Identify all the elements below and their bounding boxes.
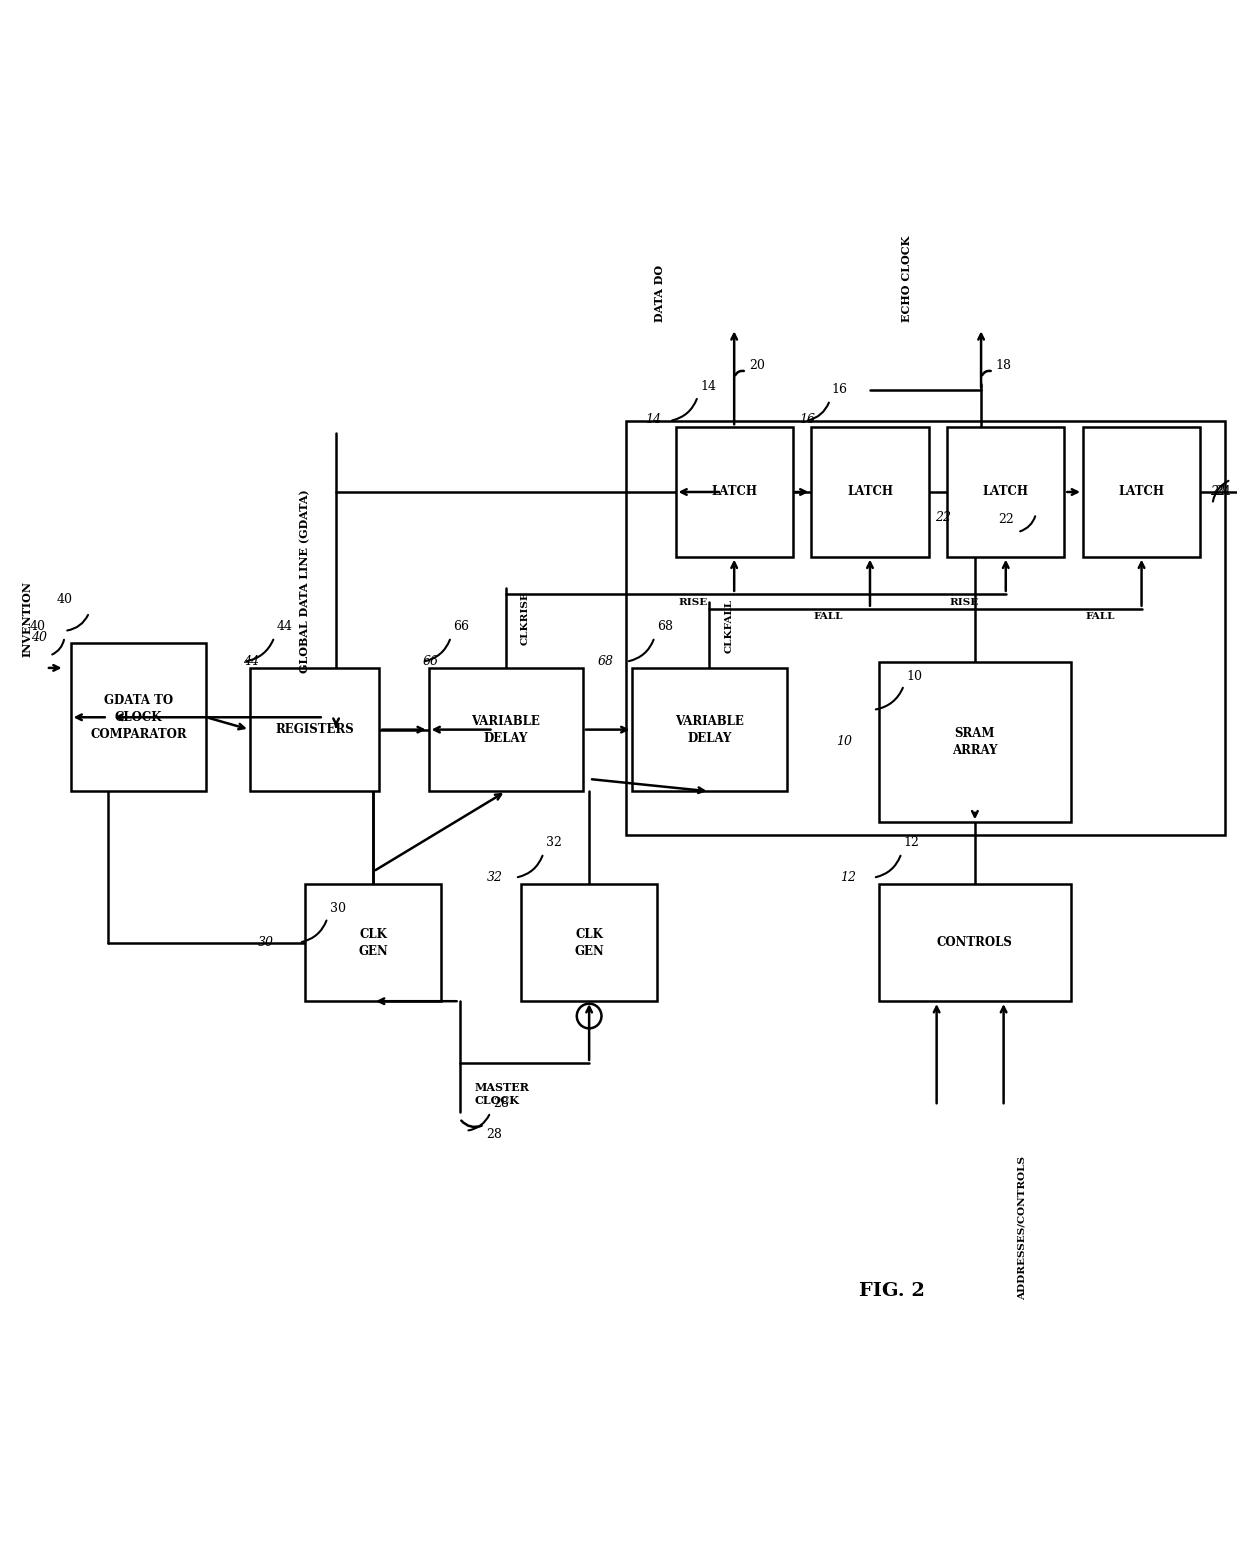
Text: DATA DO: DATA DO bbox=[653, 265, 665, 323]
Text: SRAM
ARRAY: SRAM ARRAY bbox=[952, 728, 998, 757]
Text: 22: 22 bbox=[935, 511, 951, 525]
Text: MASTER
CLOCK: MASTER CLOCK bbox=[475, 1083, 529, 1106]
Text: 16: 16 bbox=[799, 413, 815, 427]
Text: FALL: FALL bbox=[813, 612, 843, 622]
Text: CLK
GEN: CLK GEN bbox=[574, 927, 604, 958]
Text: LATCH: LATCH bbox=[847, 486, 893, 499]
Text: ECHO CLOCK: ECHO CLOCK bbox=[900, 235, 911, 323]
Text: CLKRISE: CLKRISE bbox=[521, 592, 529, 645]
Bar bbox=[676, 427, 792, 556]
Text: 22: 22 bbox=[998, 513, 1013, 527]
Text: 68: 68 bbox=[657, 620, 673, 634]
Text: CONTROLS: CONTROLS bbox=[937, 936, 1013, 949]
Bar bbox=[71, 643, 207, 791]
Text: 30: 30 bbox=[330, 902, 346, 916]
Text: REGISTERS: REGISTERS bbox=[275, 723, 353, 735]
Text: LATCH: LATCH bbox=[712, 486, 758, 499]
Bar bbox=[879, 662, 1070, 823]
Text: 32: 32 bbox=[486, 871, 502, 885]
Text: 68: 68 bbox=[598, 656, 614, 668]
Text: GDATA TO
CLOCK
COMPARATOR: GDATA TO CLOCK COMPARATOR bbox=[91, 693, 187, 740]
Text: 16: 16 bbox=[831, 383, 847, 396]
Bar bbox=[947, 427, 1064, 556]
Text: 40: 40 bbox=[30, 620, 46, 634]
Text: RISE: RISE bbox=[950, 598, 978, 606]
Text: 30: 30 bbox=[258, 936, 274, 949]
Text: FALL: FALL bbox=[1085, 612, 1115, 622]
Text: RISE: RISE bbox=[678, 598, 707, 606]
Text: LATCH: LATCH bbox=[1118, 486, 1164, 499]
Text: 44: 44 bbox=[243, 656, 259, 668]
Text: 18: 18 bbox=[996, 358, 1012, 372]
Text: FIG. 2: FIG. 2 bbox=[858, 1282, 925, 1301]
Bar bbox=[1083, 427, 1200, 556]
Text: 24: 24 bbox=[1210, 486, 1226, 499]
Bar bbox=[521, 883, 657, 1002]
Text: GLOBAL DATA LINE (GDATA): GLOBAL DATA LINE (GDATA) bbox=[300, 489, 311, 673]
Text: 12: 12 bbox=[839, 871, 856, 885]
Text: 44: 44 bbox=[277, 620, 293, 634]
Text: ADDRESSES/CONTROLS: ADDRESSES/CONTROLS bbox=[1018, 1156, 1027, 1299]
Text: INVENTION: INVENTION bbox=[22, 581, 33, 656]
Bar bbox=[626, 421, 1225, 835]
Text: VARIABLE
DELAY: VARIABLE DELAY bbox=[675, 715, 744, 745]
Text: CLKFALL: CLKFALL bbox=[724, 598, 733, 653]
Bar bbox=[305, 883, 441, 1002]
Bar bbox=[632, 668, 786, 791]
Text: 40: 40 bbox=[57, 594, 72, 606]
Text: 10: 10 bbox=[906, 670, 923, 682]
Text: 14: 14 bbox=[645, 413, 661, 427]
Text: LATCH: LATCH bbox=[983, 486, 1029, 499]
Text: VARIABLE
DELAY: VARIABLE DELAY bbox=[471, 715, 541, 745]
Text: 66: 66 bbox=[454, 620, 470, 634]
Bar bbox=[429, 668, 583, 791]
Text: 20: 20 bbox=[749, 358, 765, 372]
Text: 10: 10 bbox=[836, 735, 852, 748]
Text: 14: 14 bbox=[701, 380, 717, 393]
Text: 28: 28 bbox=[492, 1097, 508, 1109]
Bar bbox=[249, 668, 379, 791]
Text: 66: 66 bbox=[423, 656, 439, 668]
Text: 12: 12 bbox=[904, 837, 920, 849]
Text: 28: 28 bbox=[486, 1128, 502, 1140]
Bar bbox=[879, 883, 1070, 1002]
Text: 40: 40 bbox=[31, 631, 47, 643]
Bar bbox=[811, 427, 929, 556]
Text: 24: 24 bbox=[1215, 486, 1231, 499]
Text: 32: 32 bbox=[546, 837, 562, 849]
Text: CLK
GEN: CLK GEN bbox=[358, 927, 388, 958]
